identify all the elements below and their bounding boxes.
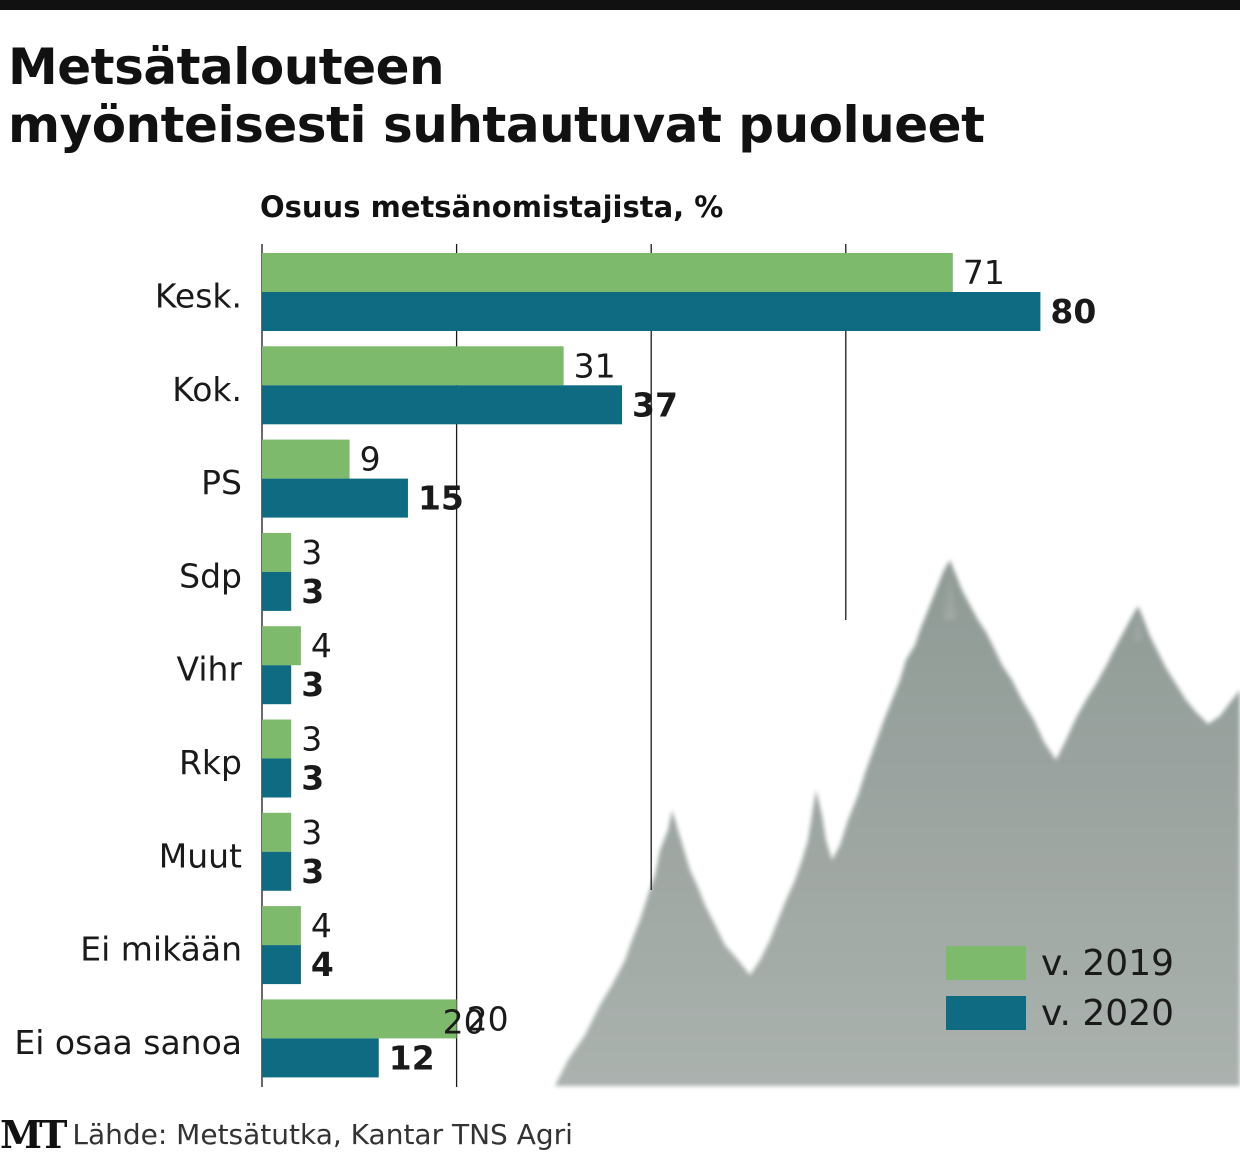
legend: v. 2019 v. 2020 [946,943,1174,1034]
value-label-2019: 4 [311,906,332,945]
category-labels: Kesk. Kok. PS Sdp Vihr Rkp Muut Ei mikään Ei osa… [14,277,242,1062]
value-label-2019: 4 [311,626,332,665]
bar-2019 [262,999,457,1039]
bar-2019 [262,532,292,572]
value-label-2019: 20 [467,999,509,1038]
value-label-2019: 9 [360,440,381,479]
source-footer: MT Lähde: Metsätutka, Kantar TNS Agri [0,1111,573,1157]
value-label-2020: 3 [301,759,324,798]
chart-title-line-1: Metsätalouteen [8,38,445,96]
bar-2020 [262,385,623,425]
value-label-2020: 4 [311,945,334,984]
category-label: Ei mikään [80,930,242,969]
bar-2020 [262,478,408,518]
category-label: Muut [159,836,242,875]
legend-swatch-2019 [946,946,1026,980]
bar-2020 [262,1038,379,1078]
legend-swatch-2020 [946,996,1026,1030]
tick-labels: 20 [443,1003,485,1042]
top-rule [0,0,1240,10]
bar-2020 [262,758,292,798]
category-label: Kesk. [155,277,242,316]
value-label-2019: 3 [301,813,322,852]
chart-subtitle: Osuus metsänomistajista, % [260,190,724,224]
bar-2019 [262,626,301,666]
legend-label-2020: v. 2020 [1041,993,1174,1034]
chart-title: Metsätalouteen myönteisesti suhtautuvat … [8,38,985,154]
bar-2020 [262,945,301,985]
value-label-2020: 15 [418,479,464,518]
value-label-2020: 3 [301,852,324,891]
category-label: Ei osaa sanoa [14,1023,242,1062]
bar-2020 [262,665,292,705]
spruce-trees-icon [555,560,1240,1086]
value-label-2020: 3 [301,665,324,704]
source-text: Lähde: Metsätutka, Kantar TNS Agri [72,1117,573,1151]
bar-2020 [262,292,1041,331]
category-label: Vihr [176,650,242,689]
bars [262,253,1041,1078]
bar-2019 [262,253,953,292]
mt-logo: MT [0,1111,67,1157]
value-label-2019: 3 [301,533,322,572]
tick-label: 20 [443,1003,485,1042]
bar-2019 [262,812,292,852]
value-label-2019: 31 [574,346,616,385]
category-label: Sdp [179,556,242,595]
legend-label-2019: v. 2019 [1041,943,1174,984]
chart-title-line-2: myönteisesti suhtautuvat puolueet [8,96,985,154]
value-label-2020: 12 [389,1038,435,1077]
value-label-2020: 37 [632,385,678,424]
bar-2019 [262,346,564,386]
value-label-2020: 80 [1050,292,1096,331]
value-label-2020: 3 [301,572,324,611]
category-label: PS [201,463,242,502]
category-label: Kok. [172,370,242,409]
bar-2019 [262,439,350,479]
bar-2019 [262,719,292,759]
value-label-2019: 3 [301,720,322,759]
category-label: Rkp [179,743,242,782]
bar-2019 [262,906,301,946]
bar-2020 [262,571,292,611]
bar-2020 [262,851,292,891]
value-label-2019: 71 [963,253,1005,292]
